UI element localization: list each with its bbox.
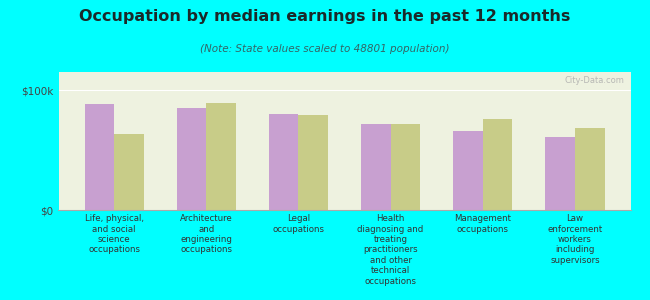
Bar [114, 134, 144, 210]
Bar [453, 131, 483, 210]
Bar [177, 108, 206, 210]
Text: City-Data.com: City-Data.com [565, 76, 625, 85]
Text: Occupation by median earnings in the past 12 months: Occupation by median earnings in the pas… [79, 9, 571, 24]
Text: (Note: State values scaled to 48801 population): (Note: State values scaled to 48801 popu… [200, 44, 450, 53]
Bar [361, 124, 391, 210]
Bar [483, 119, 512, 210]
Bar [206, 103, 236, 210]
Bar [575, 128, 604, 210]
Bar [84, 104, 114, 210]
Bar [545, 137, 575, 210]
Bar [391, 124, 420, 210]
Bar [298, 115, 328, 210]
Bar [269, 114, 298, 210]
